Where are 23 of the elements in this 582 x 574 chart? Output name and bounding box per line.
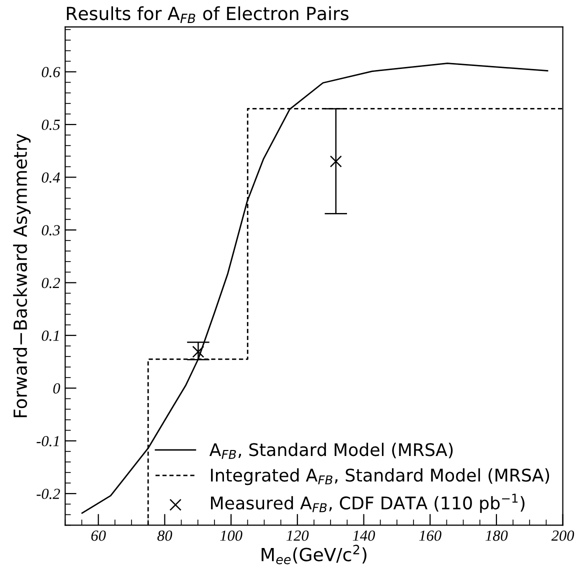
legend-label: A$_{FB}$, Standard Model (MRSA) [209,442,453,459]
y-tick-label: 0.2 [42,278,60,288]
x-tick-label: 80 [157,530,172,541]
y-tick-label: 0 [53,383,60,394]
y-tick-label: 0.6 [42,66,60,78]
x-tick-label: 120 [286,530,309,541]
y-tick-label: 0.4 [42,172,60,183]
x-tick-label: 60 [91,530,106,541]
x-tick-label: 200 [551,530,574,541]
x-tick-label: 160 [419,530,442,541]
y-tick-label: -0.2 [36,488,60,500]
y-tick-label: -0.1 [36,436,59,446]
x-axis-title: M$_{ee}$(GeV/c$^{2}$) [262,544,366,564]
x-tick-label: 100 [220,530,242,541]
y-tick-label: 0.3 [42,225,60,236]
legend-label: Integrated A$_{FB}$, Standard Model (MRSA) [211,468,550,486]
y-tick-label: 0.1 [42,330,59,341]
x-tick-label: 180 [486,530,508,541]
y-tick-label: 0.5 [42,120,60,130]
chart-title: Results for A$_{FB}$ of Electron Pairs [66,6,348,23]
y-axis-title: Forward−Backward Asymmetry [13,134,31,418]
x-tick-label: 140 [352,530,376,541]
legend-label: Measured A$_{FB}$, CDF DATA (110 pb$^{−1}$) [211,494,524,513]
